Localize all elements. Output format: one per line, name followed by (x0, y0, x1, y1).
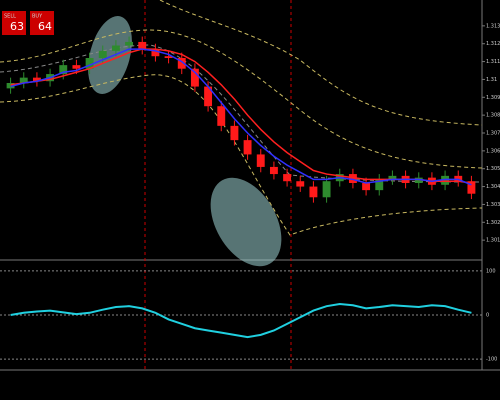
candle-body (85, 58, 94, 69)
y-tick-label: 1.308 (486, 113, 500, 119)
candle-body (375, 179, 384, 191)
candle-body (138, 41, 147, 50)
y-tick-label: 1.311 (486, 59, 500, 65)
sell-box[interactable] (2, 11, 26, 35)
y-tick-label: 1.313 (486, 23, 500, 29)
y-tick-label: 100 (486, 268, 496, 274)
y-tick-label: 1.304 (486, 184, 500, 190)
y-tick-label: 1.303 (486, 202, 500, 208)
candle-body (204, 86, 213, 107)
candle-body (98, 50, 107, 58)
candle-body (190, 68, 199, 87)
candle-body (322, 181, 331, 198)
candle-body (19, 77, 28, 83)
oscillator-line (10, 302, 472, 339)
candle-body (256, 154, 265, 167)
buy-price: 64 (38, 20, 52, 33)
buy-label: BUY (32, 14, 43, 20)
y-tick-label: 1.31 (486, 77, 497, 83)
candle-body (296, 181, 305, 187)
candle-body (72, 65, 81, 69)
envelope-band (0, 29, 483, 169)
candle-body (243, 140, 252, 155)
candle-body (230, 125, 239, 141)
highlight-ellipse (88, 16, 132, 94)
sell-label: SELL (4, 14, 16, 20)
candle-body (164, 56, 173, 58)
sell-price: 63 (10, 20, 24, 33)
candle-body (309, 186, 318, 198)
y-tick-label: 1.302 (486, 220, 500, 226)
candle-body (441, 175, 450, 185)
candle-body (6, 83, 15, 89)
y-tick-label: 1.301 (486, 238, 500, 244)
candle-body (269, 166, 278, 175)
envelope-band (0, 44, 483, 183)
y-tick-label: 1.307 (486, 131, 500, 137)
candle-body (32, 77, 41, 82)
candle-body (467, 181, 476, 194)
candle-body (59, 65, 68, 75)
candle-body (151, 49, 160, 57)
candle-body (414, 177, 423, 183)
y-tick-label: 1.305 (486, 166, 500, 172)
buy-box[interactable] (30, 11, 54, 35)
y-tick-label: 1.306 (486, 148, 500, 154)
candle-body (217, 106, 226, 126)
y-tick-label: 1.312 (486, 41, 500, 47)
candle-body (283, 174, 292, 182)
candle-body (125, 41, 134, 46)
candle-body (362, 183, 371, 191)
highlight-ellipse (210, 177, 282, 267)
envelope-band (0, 74, 483, 236)
candle-body (348, 174, 357, 183)
candle-body (111, 45, 120, 51)
y-tick-label: -100 (486, 357, 497, 363)
buy-sell-panel[interactable]: SELL BUY 63 64 (2, 11, 54, 35)
y-tick-label: 0 (486, 313, 489, 319)
candle-body (454, 175, 463, 182)
candle-body (177, 58, 186, 69)
candle-body (388, 175, 397, 180)
moving-average (10, 48, 472, 186)
y-tick-label: 1.309 (486, 95, 500, 101)
